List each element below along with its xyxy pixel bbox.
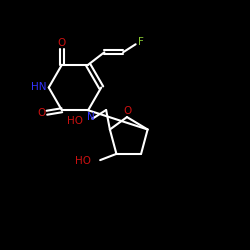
Text: F: F: [138, 37, 143, 47]
Text: O: O: [58, 38, 66, 48]
Text: HN: HN: [30, 82, 46, 92]
Text: O: O: [123, 106, 132, 116]
Text: N: N: [87, 112, 95, 122]
Text: HO: HO: [75, 156, 91, 166]
Text: O: O: [37, 108, 46, 118]
Text: HO: HO: [68, 116, 84, 126]
